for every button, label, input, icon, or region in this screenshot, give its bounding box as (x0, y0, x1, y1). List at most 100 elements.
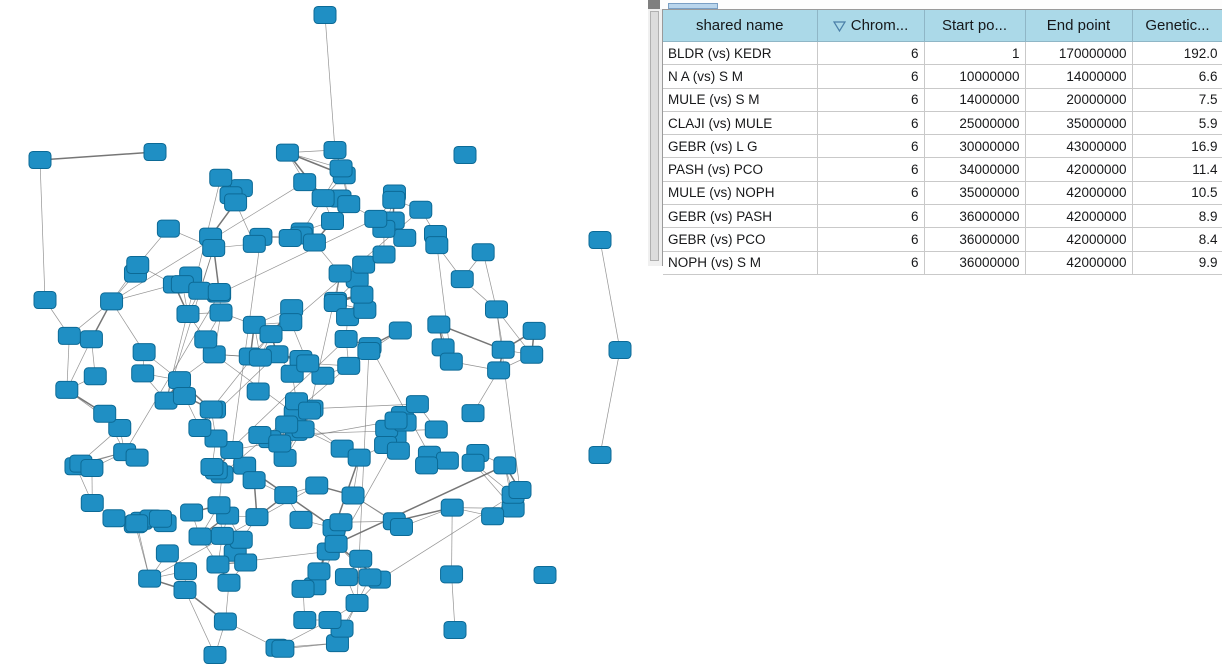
network-node[interactable] (323, 141, 347, 159)
network-node[interactable] (357, 341, 381, 360)
network-node[interactable] (194, 330, 218, 349)
network-node[interactable] (126, 255, 150, 274)
network-node[interactable] (588, 446, 612, 464)
network-node[interactable] (143, 143, 167, 161)
network-node[interactable] (487, 361, 511, 380)
column-header-genetic[interactable]: Genetic... (1132, 10, 1222, 42)
network-node[interactable] (274, 486, 298, 505)
network-node[interactable] (200, 458, 224, 477)
network-node[interactable] (415, 456, 439, 475)
network-node[interactable] (311, 366, 335, 385)
network-node[interactable] (508, 481, 532, 499)
network-node[interactable] (57, 326, 81, 345)
network-node[interactable] (382, 190, 406, 209)
network-node[interactable] (520, 345, 544, 364)
network-node[interactable] (493, 456, 517, 475)
network-node[interactable] (352, 255, 376, 274)
network-node[interactable] (349, 549, 373, 568)
network-node[interactable] (188, 281, 212, 300)
table-row[interactable]: MULE (vs) S M 6 14000000 20000000 7.5 (663, 88, 1222, 112)
column-header-start_point[interactable]: Start po... (924, 10, 1026, 42)
network-node[interactable] (328, 264, 352, 283)
main-network-panel[interactable] (0, 0, 648, 669)
network-node[interactable] (271, 639, 295, 658)
network-node[interactable] (234, 553, 258, 572)
network-node[interactable] (439, 352, 463, 371)
network-node[interactable] (329, 159, 353, 178)
table-vertical-scrollbar[interactable] (648, 9, 663, 266)
network-node[interactable] (209, 168, 233, 187)
network-node[interactable] (347, 448, 371, 467)
network-node[interactable] (329, 513, 353, 532)
table-row[interactable]: NOPH (vs) S M 6 36000000 42000000 9.9 (663, 251, 1222, 275)
network-node[interactable] (533, 566, 557, 584)
network-node[interactable] (291, 579, 315, 598)
network-node[interactable] (155, 544, 179, 563)
network-node[interactable] (334, 329, 358, 348)
network-node[interactable] (199, 400, 223, 419)
network-node[interactable] (28, 151, 52, 169)
network-node[interactable] (100, 292, 124, 311)
table-row[interactable]: N A (vs) S M 6 10000000 14000000 6.6 (663, 64, 1222, 89)
network-node[interactable] (318, 611, 342, 629)
table-row[interactable]: MULE (vs) NOPH 6 35000000 42000000 10.5 (663, 181, 1222, 206)
network-node[interactable] (388, 321, 412, 340)
network-node[interactable] (443, 621, 467, 639)
network-node[interactable] (180, 503, 204, 522)
network-node[interactable] (345, 594, 369, 613)
network-node[interactable] (389, 517, 413, 536)
network-node[interactable] (450, 270, 474, 289)
network-node[interactable] (209, 303, 233, 322)
network-node[interactable] (242, 471, 266, 490)
network-node[interactable] (207, 496, 231, 515)
network-node[interactable] (259, 325, 283, 344)
network-node[interactable] (275, 415, 299, 434)
table-row[interactable]: GEBR (vs) PASH 6 36000000 42000000 8.9 (663, 204, 1222, 229)
network-node[interactable] (307, 562, 331, 581)
network-node[interactable] (440, 565, 464, 584)
network-node[interactable] (386, 441, 410, 460)
network-node[interactable] (148, 509, 172, 528)
network-node[interactable] (275, 143, 299, 162)
network-node[interactable] (248, 348, 272, 367)
network-node[interactable] (337, 356, 361, 375)
table-row[interactable]: BLDR (vs) KEDR 6 1 170000000 192.0 (663, 41, 1222, 66)
network-node[interactable] (168, 371, 192, 390)
network-node[interactable] (372, 245, 396, 264)
network-node[interactable] (80, 493, 104, 512)
network-node[interactable] (320, 212, 344, 231)
network-node[interactable] (174, 562, 198, 581)
network-node[interactable] (484, 300, 508, 319)
network-node[interactable] (207, 283, 231, 302)
network-node[interactable] (83, 367, 107, 386)
network-node[interactable] (125, 448, 149, 467)
network-node[interactable] (279, 313, 303, 332)
network-node[interactable] (588, 231, 612, 249)
network-node[interactable] (393, 228, 417, 247)
network-node[interactable] (341, 486, 365, 505)
network-node[interactable] (334, 568, 358, 587)
network-node[interactable] (364, 209, 388, 228)
column-header-shared_name[interactable]: shared name (663, 10, 818, 42)
network-node[interactable] (323, 293, 347, 312)
network-node[interactable] (224, 193, 248, 212)
network-node[interactable] (102, 509, 126, 528)
network-node[interactable] (213, 612, 237, 631)
table-row[interactable]: GEBR (vs) PCO 6 36000000 42000000 8.4 (663, 227, 1222, 252)
network-node[interactable] (278, 228, 302, 247)
network-node[interactable] (409, 200, 433, 219)
table-tab[interactable] (668, 3, 718, 9)
network-node[interactable] (427, 315, 451, 334)
network-node[interactable] (293, 611, 317, 630)
network-node[interactable] (202, 238, 226, 257)
network-node[interactable] (108, 418, 132, 437)
network-node[interactable] (131, 364, 155, 383)
network-node[interactable] (246, 382, 270, 401)
network-node[interactable] (176, 305, 200, 324)
network-node[interactable] (132, 343, 156, 362)
network-node[interactable] (33, 291, 57, 309)
network-node[interactable] (522, 321, 546, 340)
network-node[interactable] (337, 195, 361, 214)
network-node[interactable] (173, 581, 197, 599)
network-node[interactable] (203, 646, 227, 664)
